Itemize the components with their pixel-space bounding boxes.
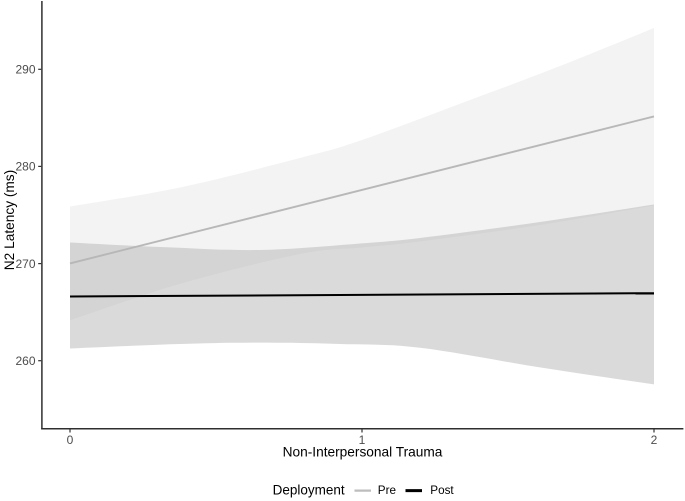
svg-text:2: 2 xyxy=(651,433,658,447)
svg-text:1: 1 xyxy=(359,433,366,447)
svg-text:Non-Interpersonal Trauma: Non-Interpersonal Trauma xyxy=(283,444,443,459)
svg-text:270: 270 xyxy=(15,257,35,271)
svg-text:Post: Post xyxy=(430,484,454,497)
svg-text:280: 280 xyxy=(15,160,35,174)
svg-text:Pre: Pre xyxy=(378,484,396,497)
svg-text:290: 290 xyxy=(15,63,35,77)
svg-text:0: 0 xyxy=(67,433,74,447)
svg-text:N2 Latency (ms): N2 Latency (ms) xyxy=(2,170,17,270)
svg-text:260: 260 xyxy=(15,354,35,368)
svg-text:Deployment: Deployment xyxy=(273,483,345,498)
